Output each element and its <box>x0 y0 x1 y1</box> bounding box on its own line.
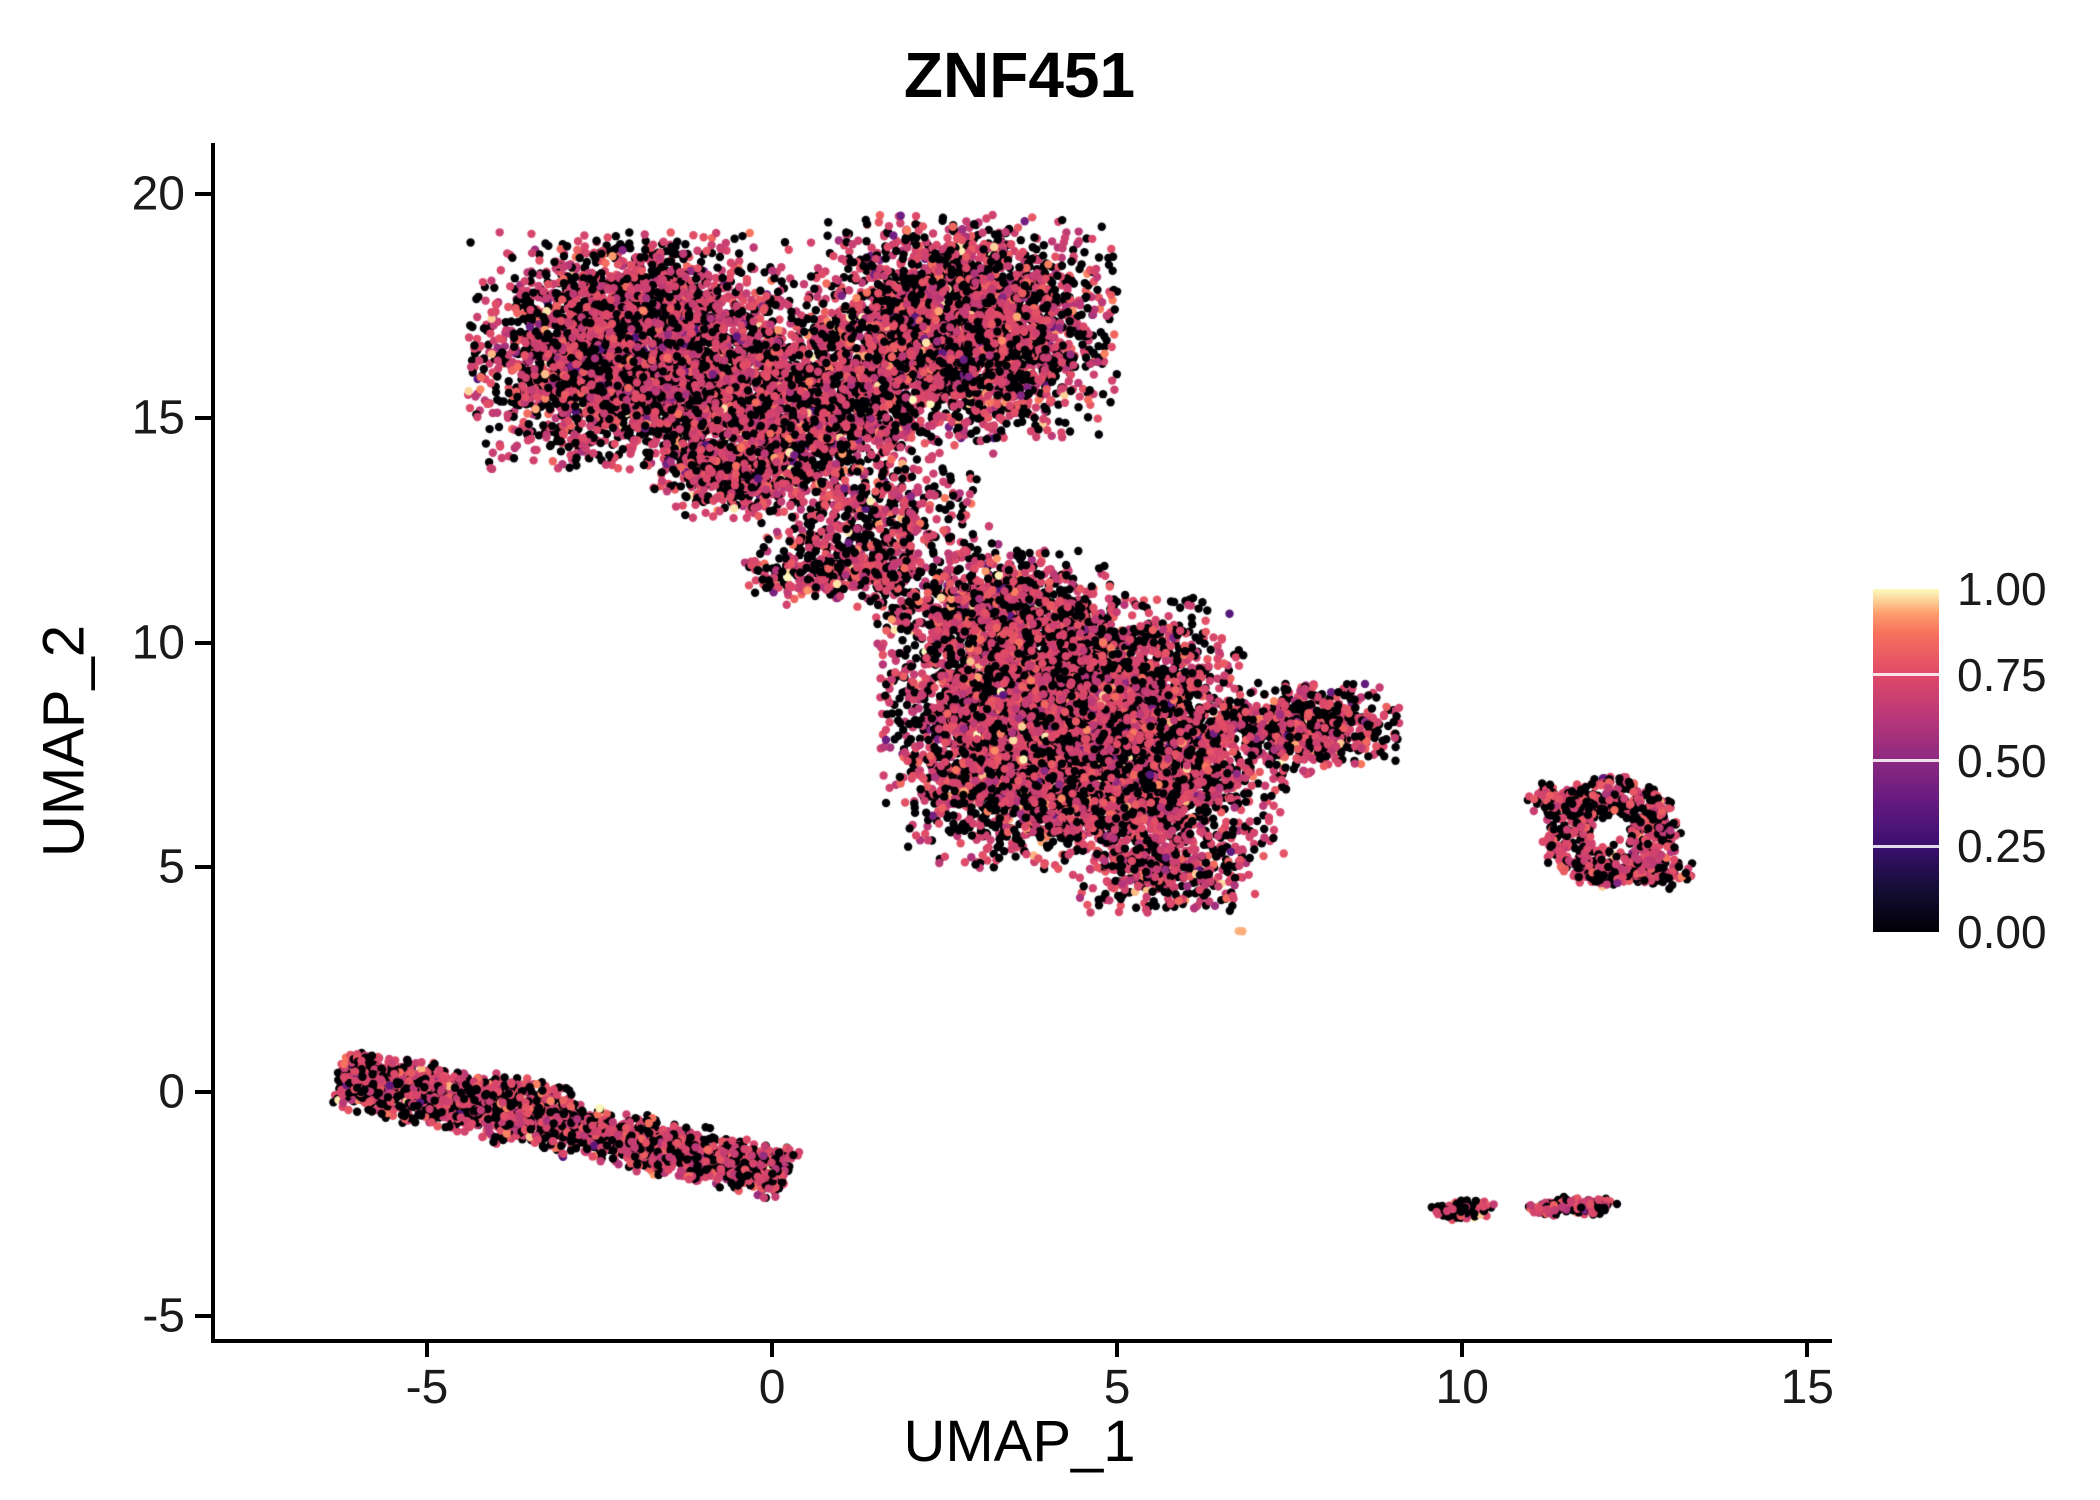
x-tick <box>1115 1341 1120 1357</box>
y-tick-label: -5 <box>142 1289 185 1343</box>
y-tick-label: 15 <box>131 391 185 445</box>
y-tick <box>195 865 211 870</box>
y-tick <box>195 640 211 645</box>
colorbar-label: 0.00 <box>1957 906 2047 958</box>
x-tick-label: 10 <box>1435 1361 1489 1414</box>
colorbar-label: 0.75 <box>1957 648 2047 701</box>
y-tick <box>195 416 211 421</box>
x-tick-label: 15 <box>1780 1361 1834 1414</box>
plot-title: ZNF451 <box>903 39 1136 111</box>
x-tick-label: 0 <box>758 1361 786 1414</box>
colorbar-label: 0.25 <box>1957 820 2047 873</box>
colorbar-tick <box>1873 673 1939 677</box>
colorbar-tick <box>1873 759 1939 762</box>
x-tick-label: 5 <box>1103 1361 1131 1414</box>
x-tick <box>1805 1341 1810 1357</box>
colorbar-label: 0.50 <box>1957 734 2047 787</box>
colorbar-label: 1.00 <box>1957 563 2047 615</box>
x-axis-title: UMAP_1 <box>903 1409 1136 1474</box>
y-tick-label: 10 <box>131 616 185 670</box>
y-tick-label: 20 <box>131 167 185 221</box>
y-tick <box>195 191 211 196</box>
y-axis-title: UMAP_2 <box>31 624 97 858</box>
x-tick-label: -5 <box>405 1361 449 1414</box>
x-tick <box>1460 1341 1465 1357</box>
y-tick <box>195 1314 211 1319</box>
colorbar-gradient <box>1873 589 1939 932</box>
colorbar-tick <box>1873 844 1939 848</box>
y-tick <box>195 1089 211 1094</box>
y-tick-label: 0 <box>158 1065 185 1119</box>
x-tick <box>425 1341 429 1357</box>
x-tick <box>770 1341 775 1357</box>
y-tick-label: 5 <box>158 840 185 894</box>
